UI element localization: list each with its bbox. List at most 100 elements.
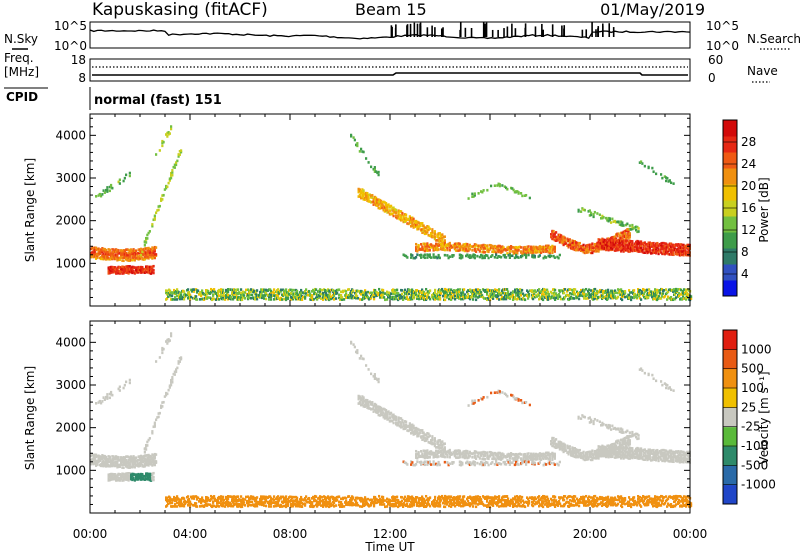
power-echo <box>531 254 534 257</box>
power-echo <box>558 253 561 257</box>
power-echo <box>290 292 293 295</box>
power-echo <box>388 205 391 208</box>
power-echo <box>421 288 424 292</box>
power-echo <box>622 224 625 227</box>
velocity-echo <box>401 425 404 429</box>
power-echo <box>573 248 576 252</box>
power-echo <box>420 228 423 231</box>
power-echo <box>386 290 389 294</box>
power-echo <box>186 293 189 297</box>
power-echo <box>385 204 388 208</box>
velocity-echo <box>436 440 439 443</box>
velocity-echo <box>443 450 446 454</box>
power-echo <box>613 243 616 246</box>
power-echo <box>528 196 531 200</box>
power-echo <box>328 294 331 297</box>
power-echo <box>570 295 573 299</box>
power-echo <box>532 254 535 257</box>
velocity-echo <box>458 451 461 455</box>
power-echo <box>226 291 229 295</box>
power-echo <box>607 245 610 249</box>
velocity-echo <box>575 452 578 455</box>
power-echo <box>406 218 409 221</box>
power-echo <box>147 231 150 235</box>
velocity-echo <box>143 454 146 457</box>
power-echo <box>157 205 160 208</box>
power-echo <box>439 297 442 301</box>
velocity-echo <box>561 442 564 446</box>
power-echo <box>616 245 619 249</box>
power-echo <box>387 203 390 206</box>
velocity-echo <box>380 408 383 412</box>
velocity-echo <box>440 440 443 444</box>
power-echo <box>426 253 429 256</box>
velocity-echo <box>122 456 125 459</box>
power-echo <box>122 251 125 255</box>
power-echo <box>152 271 155 275</box>
velocity-echo <box>420 435 423 438</box>
power-echo <box>395 208 398 212</box>
power-echo <box>193 290 196 293</box>
velocity-echo <box>105 457 108 461</box>
velocity-echo <box>462 454 465 457</box>
velocity-echo <box>460 452 463 456</box>
velocity-echo <box>147 477 150 480</box>
velocity-echo <box>371 401 374 404</box>
power-echo <box>438 237 441 240</box>
power-echo <box>187 288 190 291</box>
power-echo <box>615 220 618 224</box>
velocity-echo <box>390 419 393 422</box>
velocity-echo <box>426 454 429 457</box>
power-echo <box>591 251 594 255</box>
velocity-echo <box>440 453 443 457</box>
power-echo <box>222 295 225 299</box>
power-echo <box>357 195 360 198</box>
power-echo <box>96 254 99 258</box>
power-echo <box>375 200 378 204</box>
power-echo <box>578 247 581 251</box>
velocity-echo <box>547 453 550 457</box>
power-echo <box>137 251 140 255</box>
power-echo <box>681 298 684 301</box>
power-echo <box>120 251 123 254</box>
power-echo <box>590 213 593 217</box>
velocity-echo <box>422 437 425 441</box>
power-echo <box>128 270 131 273</box>
velocity-echo <box>401 420 404 424</box>
power-echo <box>143 255 146 259</box>
velocity-echo <box>553 463 556 466</box>
velocity-echo <box>502 460 505 464</box>
power-echo <box>153 245 156 249</box>
power-echo <box>436 233 439 236</box>
power-echo <box>121 267 124 271</box>
velocity-echo <box>515 452 518 456</box>
power-echo <box>473 247 476 251</box>
velocity-echo <box>96 461 99 465</box>
power-echo <box>467 197 470 200</box>
power-echo <box>479 288 482 292</box>
velocity-echo <box>98 456 101 460</box>
power-echo <box>120 254 123 258</box>
power-echo <box>433 256 436 259</box>
velocity-echo <box>541 456 544 460</box>
power-echo <box>97 251 100 255</box>
velocity-echo <box>378 409 381 412</box>
power-echo <box>502 246 505 249</box>
power-echo <box>545 256 548 259</box>
velocity-echo <box>106 393 109 396</box>
power-echo <box>596 212 599 215</box>
power-colorbar-segment <box>723 216 737 233</box>
velocity-echo <box>548 456 551 460</box>
power-echo <box>553 256 556 259</box>
velocity-echo <box>376 410 379 413</box>
velocity-echo <box>442 453 445 457</box>
power-echo <box>627 236 630 240</box>
velocity-echo <box>168 386 171 389</box>
power-echo <box>578 297 581 301</box>
power-echo <box>153 214 156 218</box>
power-echo <box>421 228 424 231</box>
velocity-echo <box>147 438 150 442</box>
power-echo <box>407 222 410 226</box>
power-echo <box>501 184 504 187</box>
power-echo <box>150 272 153 275</box>
